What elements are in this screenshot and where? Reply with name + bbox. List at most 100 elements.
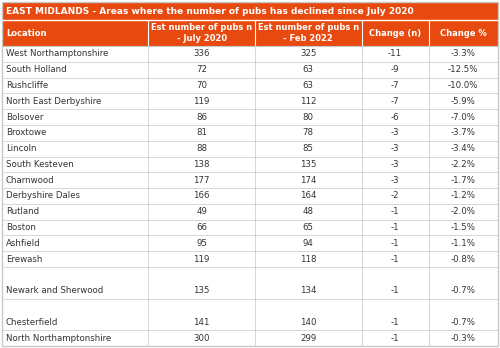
Text: -3.4%: -3.4%	[451, 144, 476, 153]
Text: -1: -1	[391, 318, 400, 327]
Bar	[2, 78, 498, 93]
Bar	[2, 20, 498, 46]
Text: -3: -3	[391, 160, 400, 169]
Text: 119: 119	[194, 255, 210, 264]
Text: Est number of pubs n
- July 2020: Est number of pubs n - July 2020	[151, 23, 252, 43]
Text: -2.2%: -2.2%	[451, 160, 476, 169]
Bar	[2, 330, 498, 346]
Text: Broxtowe: Broxtowe	[6, 128, 46, 137]
Text: 88: 88	[196, 144, 207, 153]
Text: 336: 336	[194, 49, 210, 58]
Text: -1.5%: -1.5%	[451, 223, 476, 232]
Text: 118: 118	[300, 255, 316, 264]
Text: 134: 134	[300, 286, 316, 295]
Text: 72: 72	[196, 65, 207, 74]
Text: North East Derbyshire: North East Derbyshire	[6, 97, 102, 106]
Text: Chesterfield: Chesterfield	[6, 318, 59, 327]
Text: Rushcliffe: Rushcliffe	[6, 81, 48, 90]
Bar	[2, 157, 498, 172]
Text: 135: 135	[300, 160, 316, 169]
Text: 140: 140	[300, 318, 316, 327]
Bar	[2, 93, 498, 109]
Bar	[2, 204, 498, 220]
Text: Boston: Boston	[6, 223, 36, 232]
Bar	[2, 109, 498, 125]
Bar	[2, 141, 498, 157]
Text: Charnwood: Charnwood	[6, 176, 54, 185]
Text: 119: 119	[194, 97, 210, 106]
Text: 94: 94	[303, 239, 314, 248]
Text: -11: -11	[388, 49, 402, 58]
Text: 95: 95	[196, 239, 207, 248]
Text: West Northamptonshire: West Northamptonshire	[6, 49, 108, 58]
Text: 63: 63	[303, 65, 314, 74]
Bar	[2, 188, 498, 204]
Text: North Northamptonshire: North Northamptonshire	[6, 334, 111, 342]
Bar	[2, 62, 498, 78]
Text: 135: 135	[194, 286, 210, 295]
Text: 300: 300	[194, 334, 210, 342]
Text: 78: 78	[303, 128, 314, 137]
Text: 66: 66	[196, 223, 207, 232]
Text: -9: -9	[391, 65, 400, 74]
Text: -6: -6	[391, 112, 400, 121]
Text: 299: 299	[300, 334, 316, 342]
Text: -0.8%: -0.8%	[451, 255, 476, 264]
Text: -2: -2	[391, 191, 400, 200]
Text: 112: 112	[300, 97, 316, 106]
Text: -2.0%: -2.0%	[451, 207, 476, 216]
Text: 177: 177	[194, 176, 210, 185]
Text: EAST MIDLANDS - Areas where the number of pubs has declined since July 2020: EAST MIDLANDS - Areas where the number o…	[6, 7, 414, 16]
Text: -1: -1	[391, 286, 400, 295]
Text: Newark and Sherwood: Newark and Sherwood	[6, 286, 103, 295]
Text: -3: -3	[391, 128, 400, 137]
Text: South Holland: South Holland	[6, 65, 66, 74]
Text: Derbyshire Dales: Derbyshire Dales	[6, 191, 80, 200]
Text: -1.2%: -1.2%	[451, 191, 476, 200]
Text: -3.7%: -3.7%	[451, 128, 476, 137]
Text: 49: 49	[196, 207, 207, 216]
Text: -10.0%: -10.0%	[448, 81, 478, 90]
Text: -1: -1	[391, 255, 400, 264]
Bar	[2, 220, 498, 236]
Text: Change (n): Change (n)	[369, 29, 421, 38]
Text: -1: -1	[391, 334, 400, 342]
Text: 80: 80	[303, 112, 314, 121]
Text: Rutland: Rutland	[6, 207, 39, 216]
Text: -3.3%: -3.3%	[451, 49, 476, 58]
Text: Lincoln: Lincoln	[6, 144, 36, 153]
Text: 141: 141	[194, 318, 210, 327]
Bar	[2, 46, 498, 62]
Text: 325: 325	[300, 49, 316, 58]
Text: 70: 70	[196, 81, 207, 90]
Text: 174: 174	[300, 176, 316, 185]
Text: -7.0%: -7.0%	[451, 112, 476, 121]
Text: 166: 166	[194, 191, 210, 200]
Text: -12.5%: -12.5%	[448, 65, 478, 74]
Bar	[2, 125, 498, 141]
Text: 48: 48	[303, 207, 314, 216]
Text: 138: 138	[194, 160, 210, 169]
Text: -1: -1	[391, 207, 400, 216]
Text: -5.9%: -5.9%	[451, 97, 475, 106]
Text: -0.7%: -0.7%	[451, 286, 476, 295]
Bar	[2, 251, 498, 267]
Text: South Kesteven: South Kesteven	[6, 160, 74, 169]
Text: -1.1%: -1.1%	[451, 239, 476, 248]
Text: Change %: Change %	[440, 29, 486, 38]
Text: -3: -3	[391, 144, 400, 153]
Text: -0.7%: -0.7%	[451, 318, 476, 327]
Text: -3: -3	[391, 176, 400, 185]
Bar	[2, 267, 498, 299]
Text: -0.3%: -0.3%	[451, 334, 476, 342]
Text: 65: 65	[303, 223, 314, 232]
Text: Location: Location	[6, 29, 46, 38]
Bar	[2, 236, 498, 251]
Text: Est number of pubs n
- Feb 2022: Est number of pubs n - Feb 2022	[258, 23, 359, 43]
Text: Ashfield: Ashfield	[6, 239, 40, 248]
Text: -7: -7	[391, 97, 400, 106]
Text: 164: 164	[300, 191, 316, 200]
Text: -7: -7	[391, 81, 400, 90]
Text: 85: 85	[303, 144, 314, 153]
Text: Bolsover: Bolsover	[6, 112, 44, 121]
